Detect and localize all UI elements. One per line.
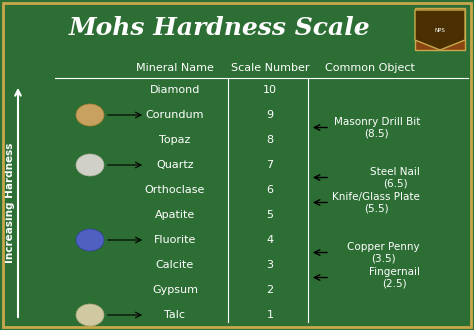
- Text: Apatite: Apatite: [155, 210, 195, 220]
- Text: 7: 7: [266, 160, 273, 170]
- Text: Fingernail
(2.5): Fingernail (2.5): [369, 267, 420, 288]
- Text: 6: 6: [266, 185, 273, 195]
- Text: Gypsum: Gypsum: [152, 285, 198, 295]
- Text: 5: 5: [266, 210, 273, 220]
- Text: Diamond: Diamond: [150, 85, 200, 95]
- Text: 9: 9: [266, 110, 273, 120]
- Ellipse shape: [76, 104, 104, 126]
- Text: Topaz: Topaz: [159, 135, 191, 145]
- Text: Fluorite: Fluorite: [154, 235, 196, 245]
- Text: Calcite: Calcite: [156, 260, 194, 270]
- Text: Knife/Glass Plate
(5.5): Knife/Glass Plate (5.5): [332, 192, 420, 213]
- Text: 1: 1: [266, 310, 273, 320]
- Text: Increasing Hardness: Increasing Hardness: [5, 142, 15, 263]
- Text: 4: 4: [266, 235, 273, 245]
- Text: Orthoclase: Orthoclase: [145, 185, 205, 195]
- Text: Mohs Hardness Scale: Mohs Hardness Scale: [69, 16, 371, 40]
- Text: Talc: Talc: [164, 310, 185, 320]
- Ellipse shape: [76, 154, 104, 176]
- Ellipse shape: [76, 304, 104, 326]
- Ellipse shape: [76, 229, 104, 251]
- Text: Copper Penny
(3.5): Copper Penny (3.5): [347, 242, 420, 263]
- Text: Mineral Name: Mineral Name: [136, 63, 214, 73]
- Text: Corundum: Corundum: [146, 110, 204, 120]
- Text: Steel Nail
(6.5): Steel Nail (6.5): [370, 167, 420, 188]
- Text: NPS: NPS: [435, 27, 446, 32]
- Text: Masonry Drill Bit
(8.5): Masonry Drill Bit (8.5): [334, 117, 420, 138]
- FancyBboxPatch shape: [415, 8, 465, 50]
- Text: 3: 3: [266, 260, 273, 270]
- Text: 2: 2: [266, 285, 273, 295]
- Text: Quartz: Quartz: [156, 160, 194, 170]
- Text: 8: 8: [266, 135, 273, 145]
- Text: Common Object: Common Object: [325, 63, 415, 73]
- Polygon shape: [415, 10, 465, 50]
- Text: Scale Number: Scale Number: [231, 63, 309, 73]
- Text: 10: 10: [263, 85, 277, 95]
